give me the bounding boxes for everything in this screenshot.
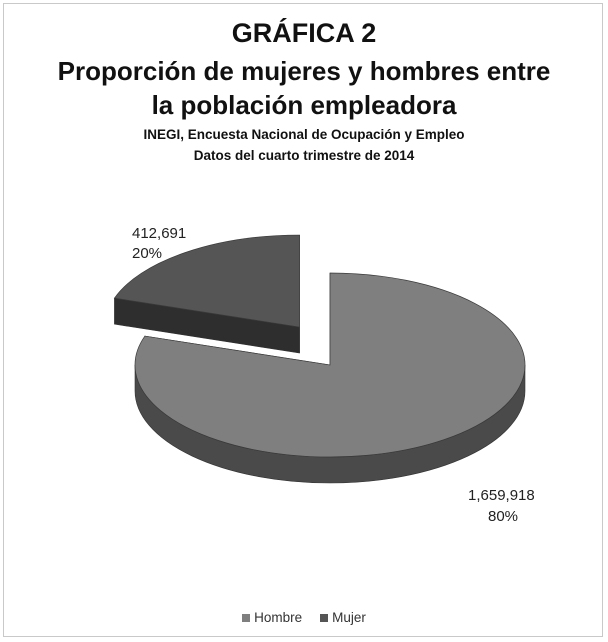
mujer-value-label: 412,691 bbox=[132, 225, 186, 242]
chart-subtitle-line-1: INEGI, Encuesta Nacional de Ocupación y … bbox=[143, 127, 465, 142]
chart-title-line-2: Proporción de mujeres y hombres entre bbox=[57, 56, 551, 86]
legend-swatch-mujer bbox=[320, 613, 329, 622]
hombre-slice bbox=[134, 272, 526, 458]
legend-swatch-hombre bbox=[242, 613, 251, 622]
pie-slices-group bbox=[113, 234, 526, 484]
hombre-percent-label: 80% bbox=[488, 508, 518, 525]
chart-title-line-1: GRÁFICA 2 bbox=[231, 18, 377, 48]
legend-item-mujer: Mujer bbox=[320, 610, 366, 625]
legend-label-hombre: Hombre bbox=[254, 610, 303, 625]
mujer-slice bbox=[113, 234, 300, 328]
hombre-value-label: 1,659,918 bbox=[468, 487, 535, 504]
mujer-percent-label: 20% bbox=[132, 245, 162, 262]
chart-title-line-3: la población empleadora bbox=[151, 90, 457, 120]
legend-item-hombre: Hombre bbox=[242, 610, 302, 625]
legend-label-mujer: Mujer bbox=[332, 610, 366, 625]
chart-legend: Hombre Mujer bbox=[0, 610, 608, 625]
chart-frame bbox=[3, 3, 603, 637]
chart-subtitle-line-2: Datos del cuarto trimestre de 2014 bbox=[193, 148, 415, 163]
